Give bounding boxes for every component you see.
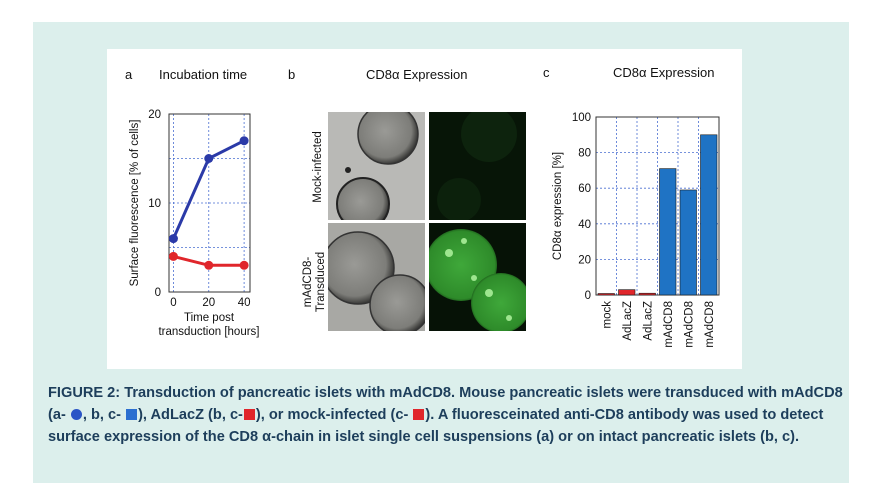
y-axis-label-a: Surface fluorescence [% of cells] xyxy=(129,120,141,287)
y-axis-label-c: CD8α expression [%] xyxy=(552,152,564,260)
plot-frame-c xyxy=(595,116,720,296)
bar xyxy=(659,168,677,296)
x-axis-label-a-line1: Time post xyxy=(184,312,235,324)
x-tick-label: 0 xyxy=(170,297,176,309)
row-label-transduced-line1: mAdCD8- xyxy=(302,257,314,308)
micrograph-brightfield-transduced xyxy=(328,223,425,331)
x-tick-label: mAdCD8 xyxy=(663,301,675,348)
data-point xyxy=(204,154,214,163)
data-point xyxy=(239,260,249,270)
x-axis-label-a-line2: transduction [hours] xyxy=(158,326,259,338)
data-point xyxy=(204,260,214,270)
caption-text-3: ), AdLacZ (b, c- xyxy=(138,407,243,423)
bar xyxy=(679,189,697,296)
y-tick-label: 100 xyxy=(572,112,591,124)
x-tick-label: mAdCD8 xyxy=(683,301,695,348)
blue-square-swatch xyxy=(126,409,138,420)
figure-caption: FIGURE 2: Transduction of pancreatic isl… xyxy=(48,382,846,448)
caption-text-5: ). A fluoresceinated anti-CD8 antibody w… xyxy=(48,407,824,445)
blue-circle-swatch xyxy=(70,409,82,420)
bar xyxy=(618,289,636,296)
panel-c-letter: c xyxy=(543,65,550,80)
row-label-mock-infected: Mock-infected xyxy=(312,131,324,203)
panel-b-row-labels: Mock-infected mAdCD8- Transduced xyxy=(302,131,327,312)
figure-panels: a Incubation time 0 20 40 0 10 20 Surface flu… xyxy=(107,49,742,369)
line-chart: 0 20 40 0 10 20 Surface fluorescence [% of ce… xyxy=(129,109,260,338)
y-tick-label: 20 xyxy=(148,109,161,121)
panel-b-letter: b xyxy=(288,67,296,82)
caption-prefix: FIGURE 2: xyxy=(48,385,121,401)
micrograph-brightfield-mock xyxy=(328,112,425,220)
data-point xyxy=(168,234,178,244)
caption-text-4: ), or mock-infected (c- xyxy=(255,407,413,423)
micrograph-fluorescence-transduced xyxy=(429,223,526,331)
caption-text-1: Transduction of pancreatic islets with m… xyxy=(48,385,843,423)
panel-c-title: CD8α Expression xyxy=(613,65,715,80)
data-point xyxy=(239,136,249,146)
plot-frame-a xyxy=(168,113,251,293)
panel-a-title: Incubation time xyxy=(159,67,248,82)
bar xyxy=(700,134,718,296)
red-square-swatch xyxy=(243,409,255,420)
x-tick-label: AdLacZ xyxy=(642,301,654,341)
caption-text-2: , b, c- xyxy=(82,407,126,423)
micrograph-fluorescence-mock xyxy=(429,112,526,220)
x-tick-label: mAdCD8 xyxy=(704,301,716,348)
x-tick-label: 20 xyxy=(202,297,215,309)
y-tick-label: 60 xyxy=(578,183,591,195)
x-tick-label: mock xyxy=(601,301,613,329)
red-square-swatch xyxy=(413,409,425,420)
y-tick-label: 0 xyxy=(585,290,591,302)
bar xyxy=(638,292,656,296)
bar xyxy=(597,293,615,296)
x-tick-label: AdLacZ xyxy=(622,301,634,341)
bar-chart: 0 20 40 60 80 100 mock AdLacZ AdLacZ mAdCD8 mAdCD8… xyxy=(552,112,720,348)
y-tick-label: 20 xyxy=(578,254,591,266)
y-tick-label: 40 xyxy=(578,219,591,231)
y-tick-label: 0 xyxy=(155,287,161,299)
panel-b-title: CD8α Expression xyxy=(366,67,468,82)
y-tick-label: 10 xyxy=(148,198,161,210)
row-label-transduced-line2: Transduced xyxy=(315,252,327,312)
y-tick-label: 80 xyxy=(578,148,591,160)
panel-a-letter: a xyxy=(125,67,133,82)
data-point xyxy=(168,251,178,261)
x-tick-label: 40 xyxy=(238,297,251,309)
